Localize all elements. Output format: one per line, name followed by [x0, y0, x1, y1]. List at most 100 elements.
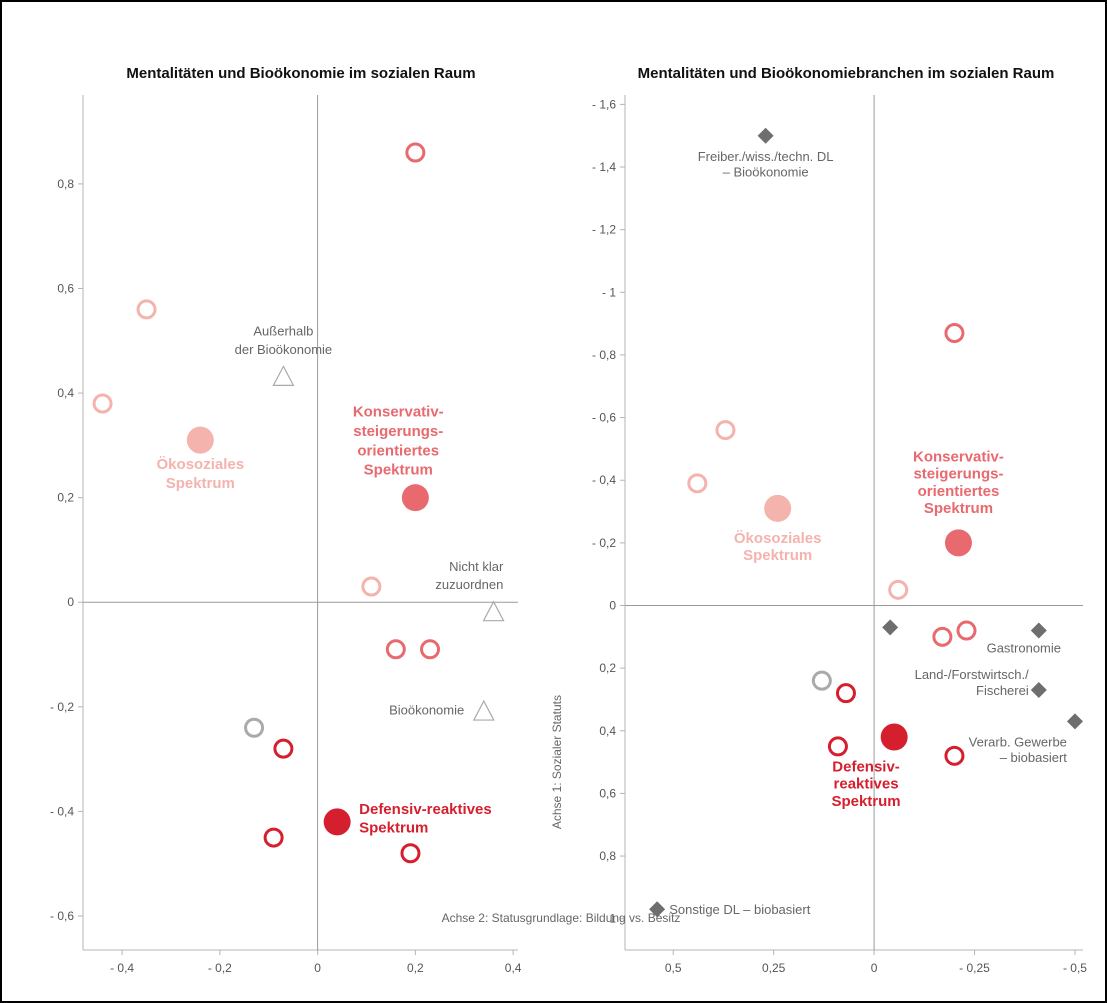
y-tick-label: - 1: [602, 285, 616, 299]
y-tick-label: - 0,2: [50, 700, 74, 714]
data-point-ring: [136, 299, 157, 320]
y-tick-label: - 1,6: [592, 97, 616, 111]
x-tick-label: 0,2: [407, 961, 424, 975]
x-tick-label: 0,5: [665, 961, 682, 975]
y-tick-label: - 1,4: [592, 160, 616, 174]
data-point-ring: [827, 736, 848, 757]
y-tick-label: 0,2: [57, 491, 74, 505]
data-point-triangle: [272, 365, 295, 386]
annotation-label: Konservativ-: [913, 448, 1004, 465]
annotation-label: orientiertes: [357, 442, 439, 459]
annotation-label: Defensiv-reaktives: [359, 801, 492, 818]
x-tick-label: - 0,4: [110, 961, 134, 975]
data-point-diamond: [757, 127, 774, 144]
chart-panel-2: Mentalitäten und Bioökonomiebranchen im …: [442, 65, 1088, 975]
data-point-diamond: [1030, 682, 1047, 699]
annotation-label: Spektrum: [364, 462, 433, 479]
annotation-label: Verarb. Gewerbe: [969, 734, 1067, 749]
annotation-label: Außerhalb: [253, 324, 313, 339]
y-tick-label: - 1,2: [592, 223, 616, 237]
data-point-ring: [932, 626, 953, 647]
x-tick-label: 0: [871, 961, 878, 975]
annotation-label: Land-/Forstwirtsch./: [915, 667, 1030, 682]
data-point-ring: [420, 639, 441, 660]
x-tick-label: - 0,2: [208, 961, 232, 975]
data-point-centroid: [880, 723, 908, 751]
y-tick-label: - 0,2: [592, 536, 616, 550]
data-point-centroid: [186, 426, 214, 454]
annotation-label: Konservativ-: [353, 404, 444, 421]
y-tick-label: 0: [67, 595, 74, 609]
annotation-label: Ökosoziales: [734, 530, 822, 547]
y-tick-label: 0: [609, 598, 616, 612]
data-point-ring: [92, 393, 113, 414]
y-axis-title: Achse 1: Sozialer Statuts: [550, 695, 564, 829]
data-point-ring: [888, 579, 909, 600]
annotation-label: Ökosoziales: [157, 456, 245, 473]
y-tick-label: - 0,6: [50, 909, 74, 923]
annotation-label: – biobasiert: [1000, 750, 1068, 765]
y-tick-label: 1: [609, 912, 616, 926]
annotation-label: Sonstige DL – biobasiert: [669, 902, 811, 917]
data-point-ring: [361, 576, 382, 597]
annotation-label: steigerungs-: [913, 466, 1003, 483]
data-point-ring: [944, 745, 965, 766]
annotation-label: Nicht klar: [449, 559, 504, 574]
annotation-label: Freiber./wiss./techn. DL: [698, 149, 834, 164]
data-point-ring: [405, 142, 426, 163]
x-tick-label: - 0,5: [1063, 961, 1087, 975]
annotation-label: orientiertes: [918, 483, 1000, 500]
y-tick-label: - 0,6: [592, 411, 616, 425]
annotation-label: Fischerei: [976, 683, 1029, 698]
y-tick-label: 0,8: [599, 849, 616, 863]
annotation-label: der Bioökonomie: [235, 342, 333, 357]
annotation-label: Spektrum: [743, 547, 812, 564]
data-point-ring: [956, 620, 977, 641]
data-point-ring: [400, 843, 421, 864]
data-point-diamond: [1030, 622, 1047, 639]
data-point-diamond: [649, 901, 666, 918]
data-point-diamond: [882, 619, 899, 636]
y-tick-label: - 0,4: [50, 804, 74, 818]
data-point-centroid: [401, 484, 429, 512]
y-tick-label: - 0,4: [592, 473, 616, 487]
y-tick-label: 0,6: [57, 281, 74, 295]
data-point-triangle: [472, 699, 495, 721]
data-point-centroid: [944, 529, 972, 557]
data-point-ring: [811, 670, 832, 691]
annotation-label: Bioökonomie: [389, 703, 464, 718]
annotation-label: Spektrum: [359, 819, 428, 836]
data-point-ring: [385, 639, 406, 660]
annotation-label: zuzuordnen: [435, 577, 503, 592]
y-tick-label: 0,4: [57, 386, 74, 400]
data-point-ring: [715, 420, 736, 441]
y-tick-label: 0,4: [599, 724, 616, 738]
data-point-diamond: [1066, 713, 1083, 730]
x-tick-label: 0,4: [505, 961, 522, 975]
data-point-ring: [944, 323, 965, 344]
y-tick-label: 0,2: [599, 661, 616, 675]
chart-panel-1: Mentalitäten und Bioökonomie im sozialen…: [50, 65, 522, 975]
y-tick-label: 0,6: [599, 786, 616, 800]
y-tick-label: 0,8: [57, 177, 74, 191]
x-tick-label: 0,25: [762, 961, 786, 975]
data-point-triangle: [482, 600, 505, 622]
annotation-label: Spektrum: [166, 475, 235, 492]
x-tick-label: 0: [314, 961, 321, 975]
data-point-ring: [273, 738, 294, 759]
data-point-ring: [687, 473, 708, 494]
y-tick-label: - 0,8: [592, 348, 616, 362]
annotation-label: steigerungs-: [353, 423, 443, 440]
data-point-ring: [263, 827, 284, 848]
chart-title: Mentalitäten und Bioökonomie im sozialen…: [126, 65, 475, 82]
x-axis-title: Achse 2: Statusgrundlage: Bildung vs. Be…: [442, 911, 681, 925]
data-point-centroid: [323, 808, 351, 836]
annotation-label: Gastronomie: [987, 640, 1061, 655]
annotation-label: reaktives: [834, 776, 899, 793]
annotation-label: Spektrum: [924, 500, 993, 517]
annotation-label: Spektrum: [831, 793, 900, 810]
x-tick-label: - 0,25: [959, 961, 990, 975]
annotation-label: – Bioökonomie: [723, 164, 809, 179]
